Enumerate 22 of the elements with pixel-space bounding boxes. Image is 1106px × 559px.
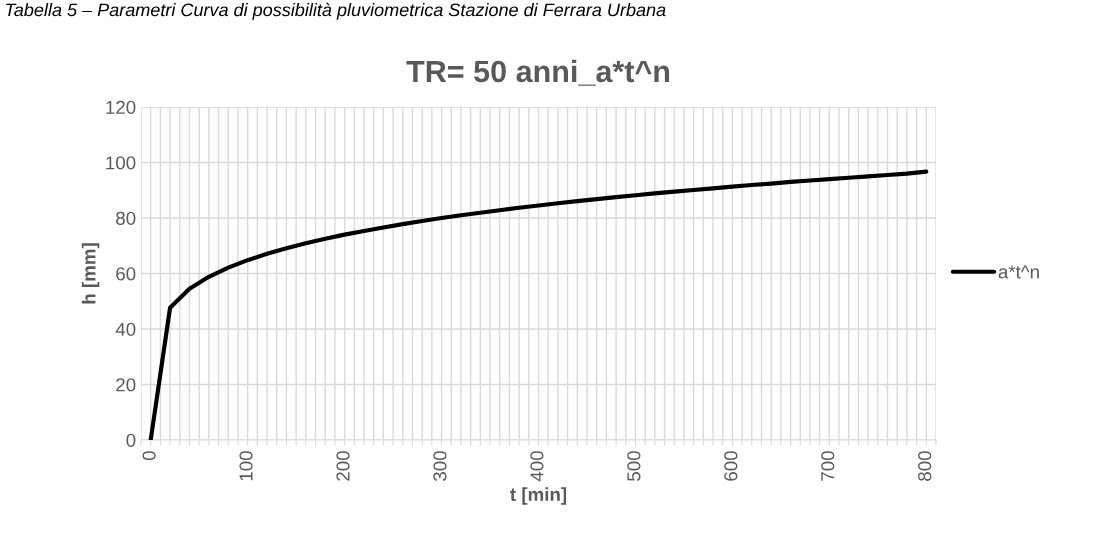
x-tick-label: 200 (336, 451, 350, 481)
y-tick-label: 40 (115, 322, 136, 336)
x-tick-label: 800 (918, 451, 932, 481)
y-tick-label: 80 (116, 211, 136, 225)
legend-label: a*t^n (998, 265, 1039, 279)
x-tick-label: 0 (142, 451, 156, 461)
y-tick-label: 20 (116, 378, 136, 392)
x-tick-label: 300 (433, 451, 447, 481)
y-tick-label: 60 (116, 267, 136, 281)
chart-title: TR= 50 anni_a*t^n (406, 59, 670, 86)
y-tick-label: 100 (106, 156, 136, 170)
x-tick-label: 500 (627, 451, 641, 481)
y-axis-title: h [mm] (81, 243, 100, 304)
x-tick-label: 400 (530, 451, 544, 482)
x-axis-title: t [min] (510, 487, 567, 505)
x-tick-label: 100 (239, 451, 253, 481)
x-tick-label: 700 (821, 451, 835, 481)
line-series (148, 169, 929, 440)
x-tick-label: 600 (724, 451, 738, 481)
text: Tabella 5 – Parametri Curva di possibilità pluviometrica Stazione di Ferrara Urbana (6, 2, 666, 20)
y-tick-label: 0 (126, 433, 136, 447)
y-tick-label: 120 (106, 100, 136, 114)
